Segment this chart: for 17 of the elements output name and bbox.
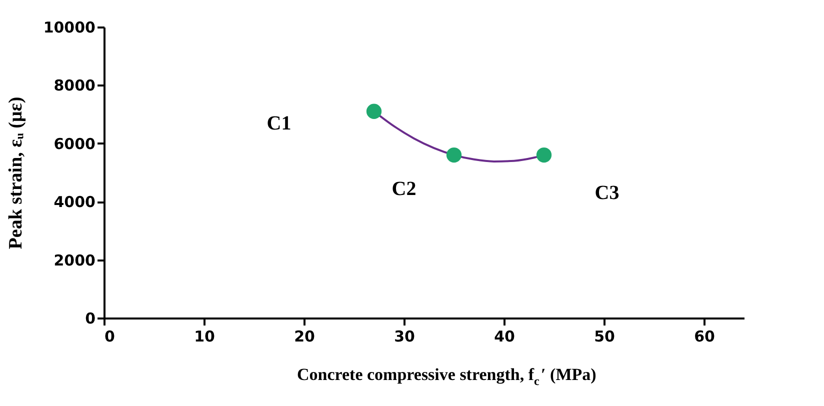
x-tick-label: 10 bbox=[194, 328, 215, 346]
y-tick-label: 4000 bbox=[54, 193, 96, 212]
y-tick-label: 10000 bbox=[43, 18, 96, 36]
y-axis-title: Peak strain, εᵤ (με) bbox=[5, 96, 26, 250]
annotation: C3 bbox=[594, 182, 620, 204]
annotation: C2 bbox=[392, 178, 416, 200]
x-tick-label: 40 bbox=[494, 328, 515, 346]
annotation: C1 bbox=[266, 112, 292, 134]
x-tick-label: 60 bbox=[694, 328, 715, 346]
y-tick-label: 8000 bbox=[54, 76, 96, 95]
y-tick-label: 2000 bbox=[54, 251, 96, 270]
y-tick-label: 0 bbox=[85, 310, 96, 328]
x-tick-label: 20 bbox=[294, 328, 315, 346]
x-tick-label: 30 bbox=[394, 328, 415, 346]
x-tick-label: 50 bbox=[594, 328, 615, 346]
y-tick-label: 6000 bbox=[54, 134, 96, 153]
x-tick-label: 0 bbox=[104, 328, 115, 346]
